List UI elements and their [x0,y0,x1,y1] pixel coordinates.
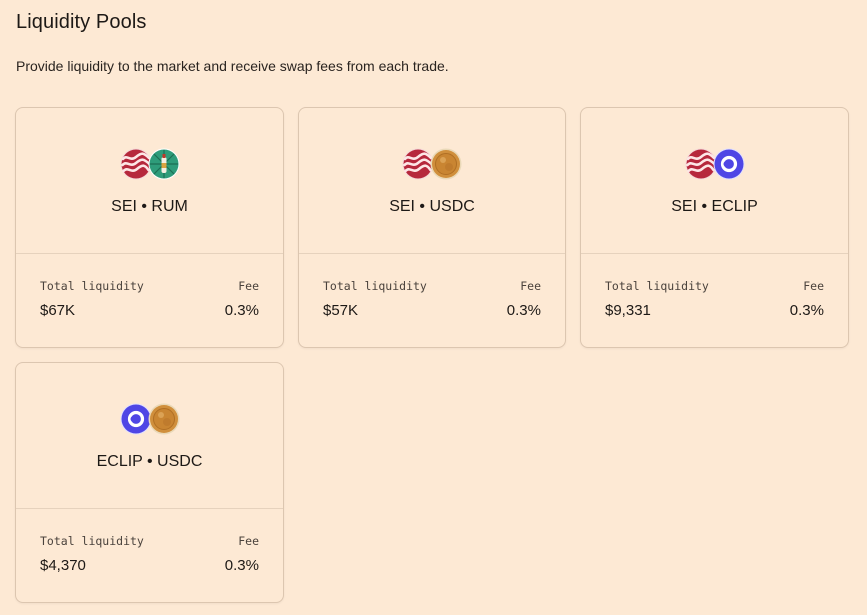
fee-label: Fee [238,279,259,293]
pool-card-stats: Total liquidity Fee $57K 0.3% [299,254,565,348]
pool-card-header: SEI • ECLIP [581,108,848,254]
page-subtitle: Provide liquidity to the market and rece… [16,58,449,74]
pool-card-stats: Total liquidity Fee $67K 0.3% [16,254,283,348]
rum-token-icon [148,148,180,180]
total-liquidity-label: Total liquidity [40,279,144,293]
pool-card-sei-usdc[interactable]: SEI • USDC Total liquidity Fee $57K 0.3% [298,107,566,348]
usdc-token-icon [430,148,462,180]
total-liquidity-value: $57K [323,302,359,319]
pool-pair-name: SEI • ECLIP [671,198,758,215]
fee-value: 0.3% [506,302,541,319]
token-pair-icons [120,148,180,180]
total-liquidity-label: Total liquidity [323,279,427,293]
pool-card-stats: Total liquidity Fee $4,370 0.3% [16,509,283,603]
pool-pair-name: ECLIP • USDC [96,453,203,470]
pool-card-sei-rum[interactable]: SEI • RUM Total liquidity Fee $67K 0.3% [15,107,284,348]
pool-card-header: SEI • RUM [16,108,283,254]
fee-value: 0.3% [224,302,259,319]
fee-label: Fee [803,279,824,293]
total-liquidity-value: $67K [40,302,76,319]
fee-label: Fee [520,279,541,293]
pool-card-header: SEI • USDC [299,108,565,254]
total-liquidity-label: Total liquidity [40,534,144,548]
eclip-token-icon [713,148,745,180]
pool-pair-name: SEI • USDC [389,198,475,215]
pool-pair-name: SEI • RUM [111,198,188,215]
fee-value: 0.3% [224,557,259,574]
total-liquidity-value: $9,331 [605,302,651,319]
total-liquidity-label: Total liquidity [605,279,709,293]
total-liquidity-value: $4,370 [40,557,86,574]
usdc-token-icon [148,403,180,435]
pool-card-sei-eclip[interactable]: SEI • ECLIP Total liquidity Fee $9,331 0… [580,107,849,348]
pool-card-header: ECLIP • USDC [16,363,283,509]
page-title: Liquidity Pools [16,11,147,33]
token-pair-icons [120,403,180,435]
token-pair-icons [402,148,462,180]
pools-grid: SEI • RUM Total liquidity Fee $67K 0.3% … [15,107,849,603]
fee-label: Fee [238,534,259,548]
token-pair-icons [685,148,745,180]
fee-value: 0.3% [789,302,824,319]
pool-card-stats: Total liquidity Fee $9,331 0.3% [581,254,848,348]
pool-card-eclip-usdc[interactable]: ECLIP • USDC Total liquidity Fee $4,370 … [15,362,284,603]
